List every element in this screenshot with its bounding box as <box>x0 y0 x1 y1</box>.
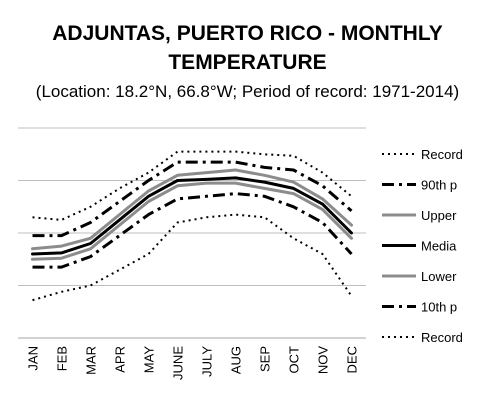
series-line-1 <box>32 150 353 221</box>
x-tick-label: MAR <box>84 346 99 375</box>
legend-label-5: Lower <box>421 269 457 284</box>
x-tick-label: OCT <box>287 346 302 374</box>
x-tick-label: JUNE <box>171 346 186 380</box>
legend: Record 90th p Upper Media Lower 10th p Record <box>382 147 463 345</box>
legend-label-3: Upper <box>421 208 457 223</box>
x-axis: JAN FEB MAR APR MAY JUNE JULY AUG SEP OCT NOV DEC <box>26 346 360 380</box>
x-tick-label: DEC <box>345 346 360 373</box>
series-line-3 <box>31 168 353 251</box>
grid-lines <box>18 127 366 339</box>
chart-title-line2: TEMPERATURE <box>168 51 327 74</box>
x-tick-label: MAY <box>142 346 157 374</box>
legend-label-2: 90th p <box>421 178 457 193</box>
series-lines <box>31 150 353 302</box>
legend-label-1: Record <box>421 147 463 162</box>
chart-title-line1: ADJUNTAS, PUERTO RICO - MONTHLY <box>52 22 443 45</box>
series-line-5 <box>31 181 353 261</box>
series-line-4 <box>31 176 353 256</box>
series-line-7 <box>32 213 353 302</box>
series-line-6 <box>32 192 353 269</box>
chart-subtitle: (Location: 18.2°N, 66.8°W; Period of rec… <box>35 82 460 101</box>
series-line-2 <box>32 160 353 238</box>
legend-label-6: 10th p <box>421 300 457 315</box>
legend-label-7: Record <box>421 330 463 345</box>
x-tick-label: AUG <box>229 346 244 374</box>
x-tick-label: JAN <box>26 346 41 371</box>
x-tick-label: JULY <box>200 346 215 377</box>
x-tick-label: SEP <box>258 346 273 372</box>
x-tick-label: APR <box>113 346 128 373</box>
x-tick-label: NOV <box>316 346 331 375</box>
x-tick-label: FEB <box>55 346 70 371</box>
legend-label-4: Media <box>421 239 457 254</box>
